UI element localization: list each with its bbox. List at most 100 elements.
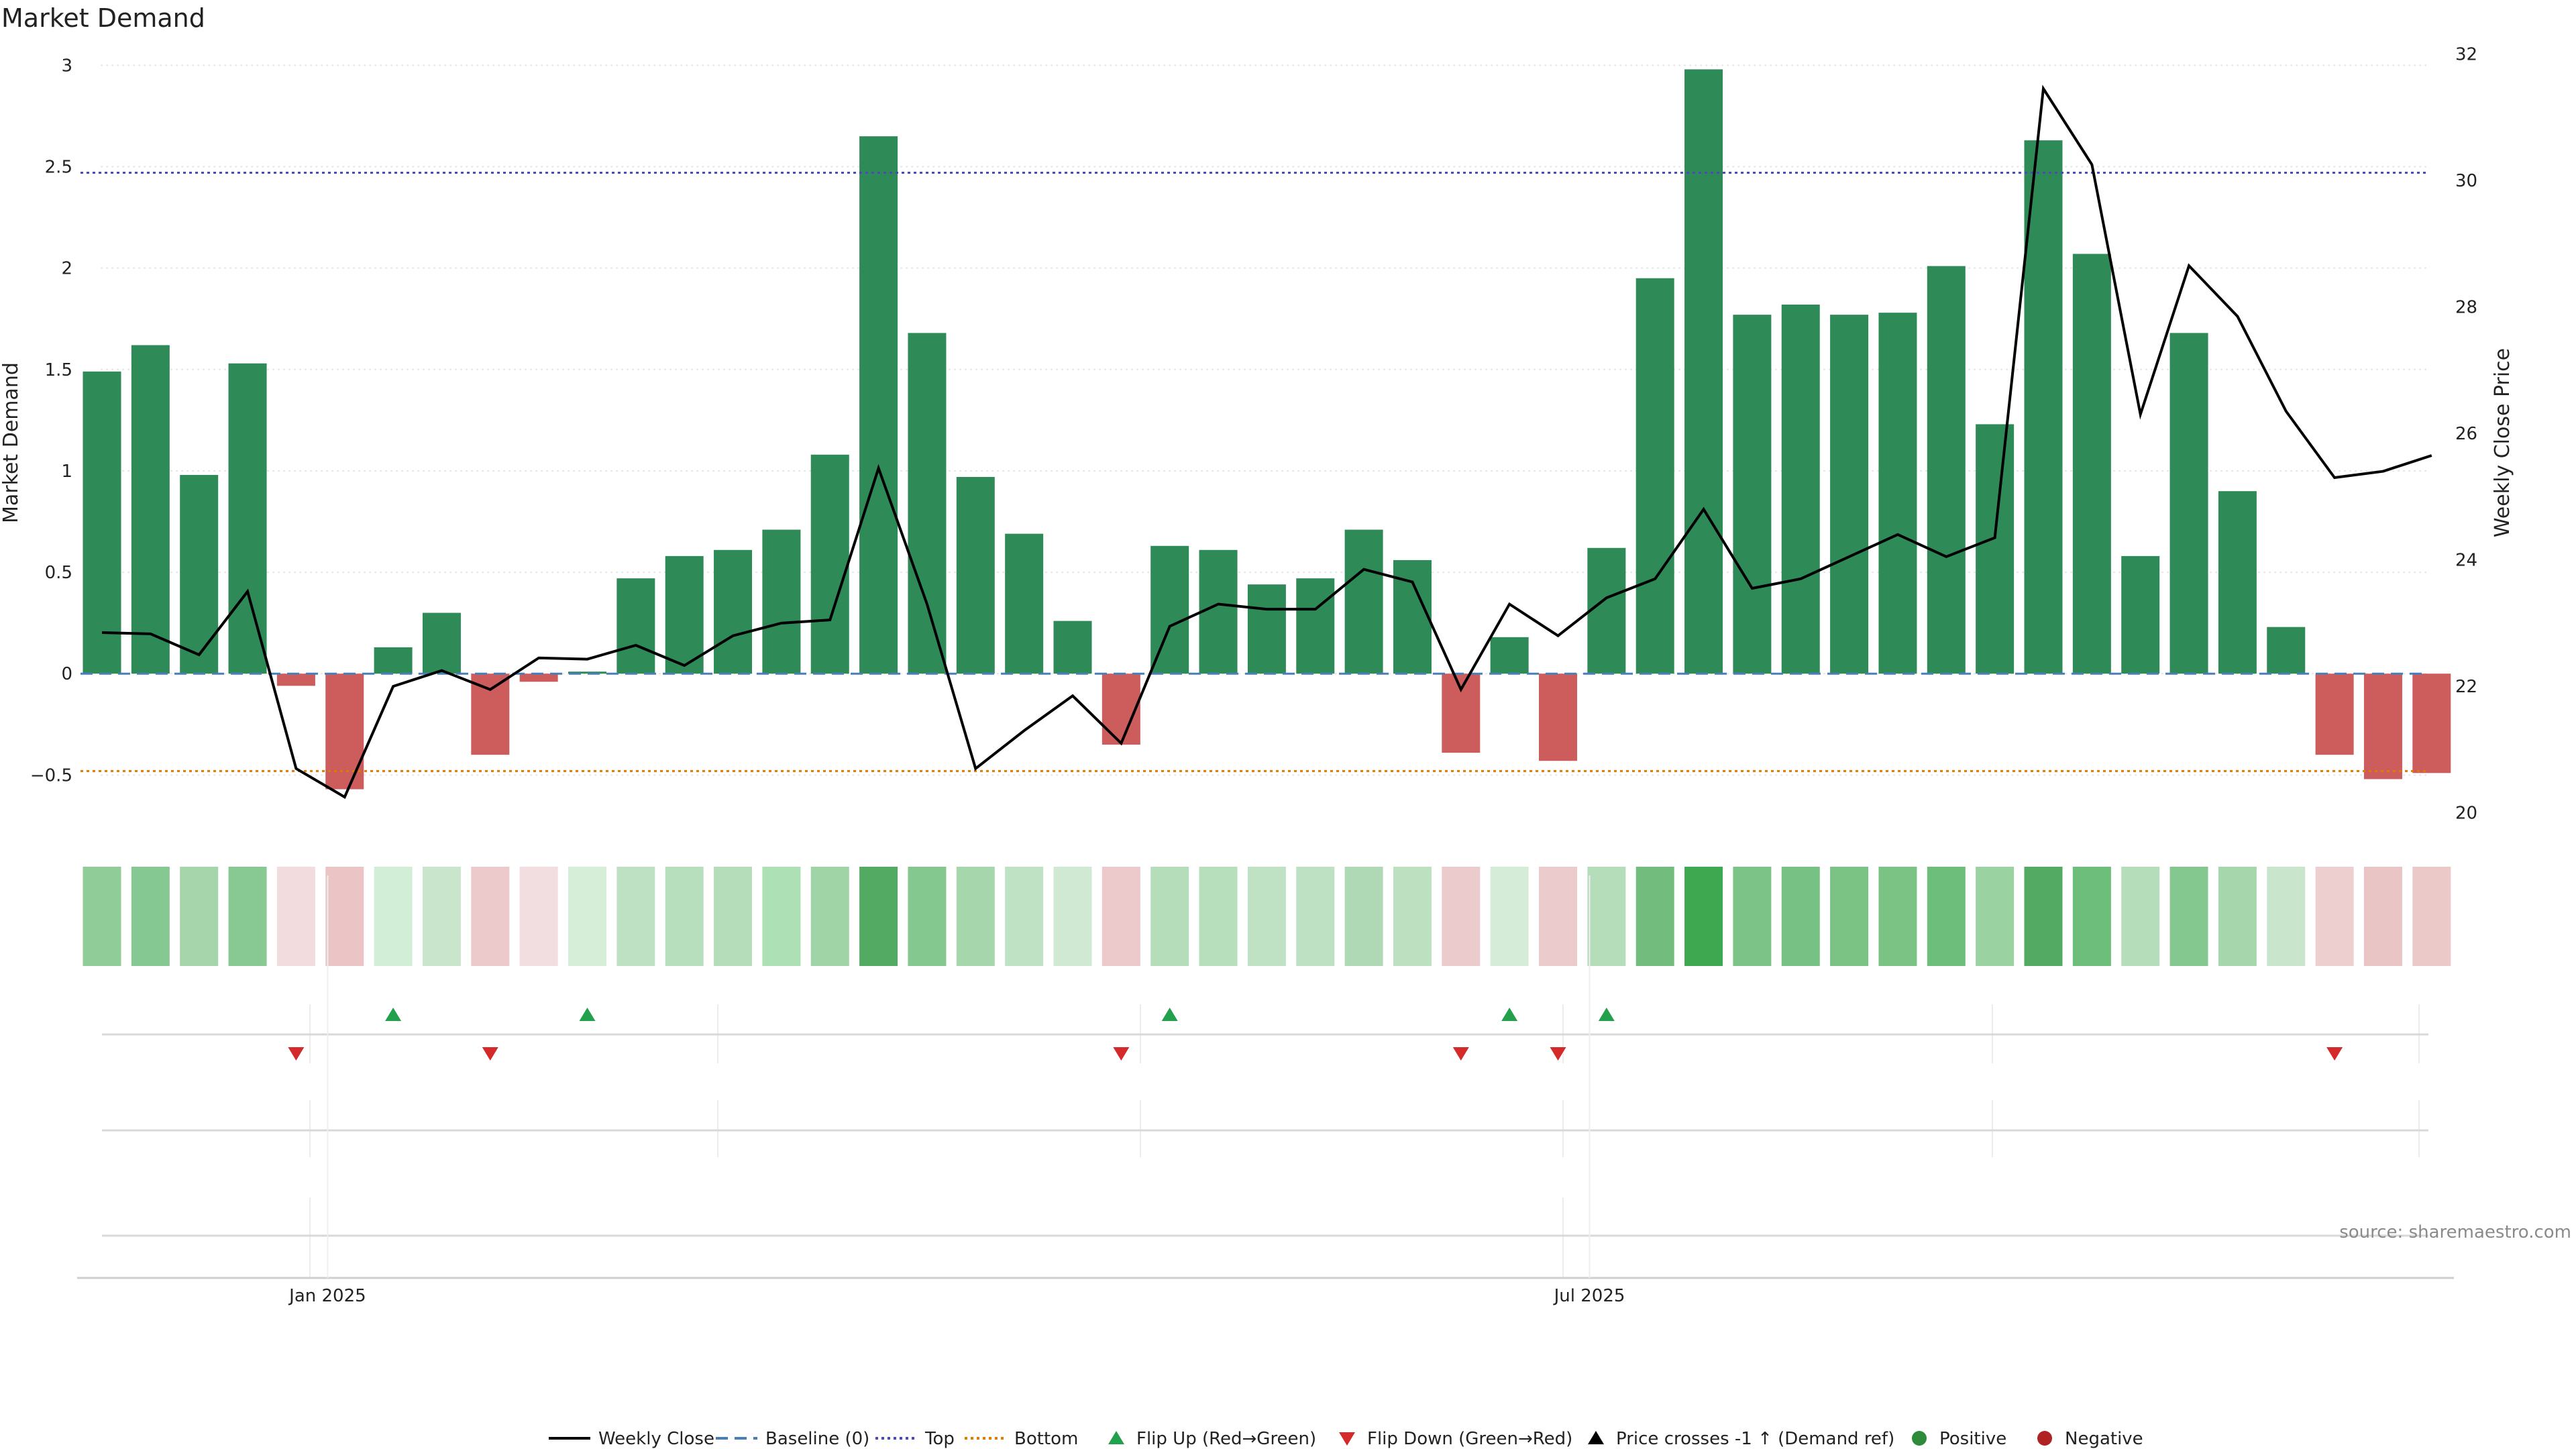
x-tick-label: Jan 2025 <box>288 1286 366 1306</box>
heat-strip-cell <box>180 867 219 966</box>
heat-strip-cell <box>83 867 121 966</box>
demand-bar <box>2412 674 2451 773</box>
heat-strip-cell <box>1733 867 1772 966</box>
heat-strip-cell <box>276 867 315 966</box>
legend-label: Flip Down (Green→Red) <box>1367 1429 1572 1449</box>
legend-label: Weekly Close <box>598 1429 714 1449</box>
heat-strip-cell <box>1393 867 1432 966</box>
demand-bar <box>325 674 364 790</box>
heat-strip-cell <box>2121 867 2160 966</box>
demand-bar <box>714 549 753 674</box>
y2-tick-label: 26 <box>2455 424 2477 444</box>
heat-strip-cell <box>131 867 170 966</box>
demand-bar <box>2363 674 2402 780</box>
heat-strip-cell <box>956 867 995 966</box>
demand-bar <box>1684 69 1723 674</box>
demand-bar <box>1490 637 1529 674</box>
demand-bar <box>1878 313 1917 674</box>
heat-strip-cell <box>1927 867 1966 966</box>
demand-bar <box>1781 305 1820 674</box>
legend-label: Top <box>924 1429 955 1449</box>
demand-bar <box>1296 578 1335 674</box>
heat-strip-cell <box>1635 867 1674 966</box>
demand-bar <box>859 136 898 674</box>
demand-bar <box>180 474 219 674</box>
demand-bar <box>810 454 849 674</box>
demand-bar <box>2072 254 2111 674</box>
chart-title: Market Demand <box>1 3 205 33</box>
legend-swatch-triangle-up <box>1108 1431 1124 1444</box>
heat-strip-cell <box>1878 867 1917 966</box>
weekly-close-series <box>101 85 2432 800</box>
flip-up-marker <box>1598 1008 1615 1021</box>
demand-bar <box>1053 621 1092 674</box>
heat-strip-cell <box>616 867 655 966</box>
demand-bar <box>2024 140 2063 674</box>
demand-bar <box>1539 674 1577 761</box>
demand-bar <box>276 674 315 686</box>
demand-bar <box>2267 627 2306 674</box>
flip-up-marker <box>1161 1008 1178 1021</box>
primary-y-axis: 3 2.5 2 1.5 1 0.5 0 −0.5 <box>30 56 72 786</box>
legend-swatch-triangle-up <box>1588 1431 1604 1444</box>
demand-bar <box>665 555 704 674</box>
heat-strip-cell <box>2169 867 2208 966</box>
x-axis: Jan 2025 Jul 2025 <box>77 875 2454 1306</box>
legend: Weekly Close Baseline (0) Top Bottom Flip Up… <box>549 1429 2143 1449</box>
demand-bar <box>2315 674 2354 755</box>
flip-down-marker <box>482 1047 498 1061</box>
heat-strip-cell <box>2412 867 2451 966</box>
x-tick-label: Jul 2025 <box>1553 1286 1625 1306</box>
y2-tick-label: 28 <box>2455 297 2477 317</box>
y2-tick-label: 20 <box>2455 804 2477 824</box>
heat-strip-cell <box>325 867 364 966</box>
heat-strip-cell <box>1005 867 1044 966</box>
y-axis-title: Market Demand <box>0 362 23 523</box>
heat-strip-cell <box>1102 867 1140 966</box>
y-tick-label: 0.5 <box>45 563 72 583</box>
demand-bar <box>1005 533 1044 674</box>
heat-strip-cell <box>1442 867 1481 966</box>
heat-strip-cell <box>665 867 704 966</box>
demand-bar <box>2121 555 2160 674</box>
legend-swatch-circle <box>1912 1431 1927 1446</box>
heat-strip-cell <box>1976 867 2015 966</box>
demand-bar <box>1976 424 2015 674</box>
demand-bar <box>1927 266 1966 674</box>
heat-strip-cell <box>1053 867 1092 966</box>
heat-strip-cell <box>471 867 510 966</box>
heat-strip-cell <box>1830 867 1869 966</box>
legend-swatch-triangle-down <box>1339 1432 1355 1446</box>
heat-strip-cell <box>568 867 606 966</box>
legend-label: Positive <box>1939 1429 2006 1449</box>
demand-bar <box>374 647 413 674</box>
demand-bar <box>2218 491 2257 674</box>
heat-strip-cell <box>859 867 898 966</box>
legend-label: Price crosses -1 ↑ (Demand ref) <box>1616 1429 1894 1449</box>
heat-strip-cell <box>1781 867 1820 966</box>
y-tick-label: 2.5 <box>45 157 72 177</box>
demand-bar <box>1344 529 1383 674</box>
heat-strip-cell <box>2267 867 2306 966</box>
reference-lines <box>80 172 2428 772</box>
legend-swatch-circle <box>2037 1431 2052 1446</box>
heat-strip-cell <box>810 867 849 966</box>
y-tick-label: −0.5 <box>30 765 72 786</box>
demand-bar <box>1587 547 1626 674</box>
demand-bar <box>1830 315 1869 674</box>
y-tick-label: 2 <box>61 259 72 279</box>
source-note: source: sharemaestro.com <box>2339 1222 2571 1242</box>
heat-strip-cell <box>2072 867 2111 966</box>
demand-bar <box>762 529 801 674</box>
heat-strip-cell <box>1150 867 1189 966</box>
legend-label: Bottom <box>1014 1429 1078 1449</box>
flip-down-marker <box>288 1047 305 1061</box>
demand-heat-strip <box>83 867 2451 966</box>
heat-strip-cell <box>228 867 267 966</box>
heat-strip-cell <box>519 867 558 966</box>
demand-bar <box>519 674 558 682</box>
heat-strip-cell <box>1539 867 1577 966</box>
heat-strip-cell <box>2363 867 2402 966</box>
flip-up-marker <box>385 1008 402 1021</box>
